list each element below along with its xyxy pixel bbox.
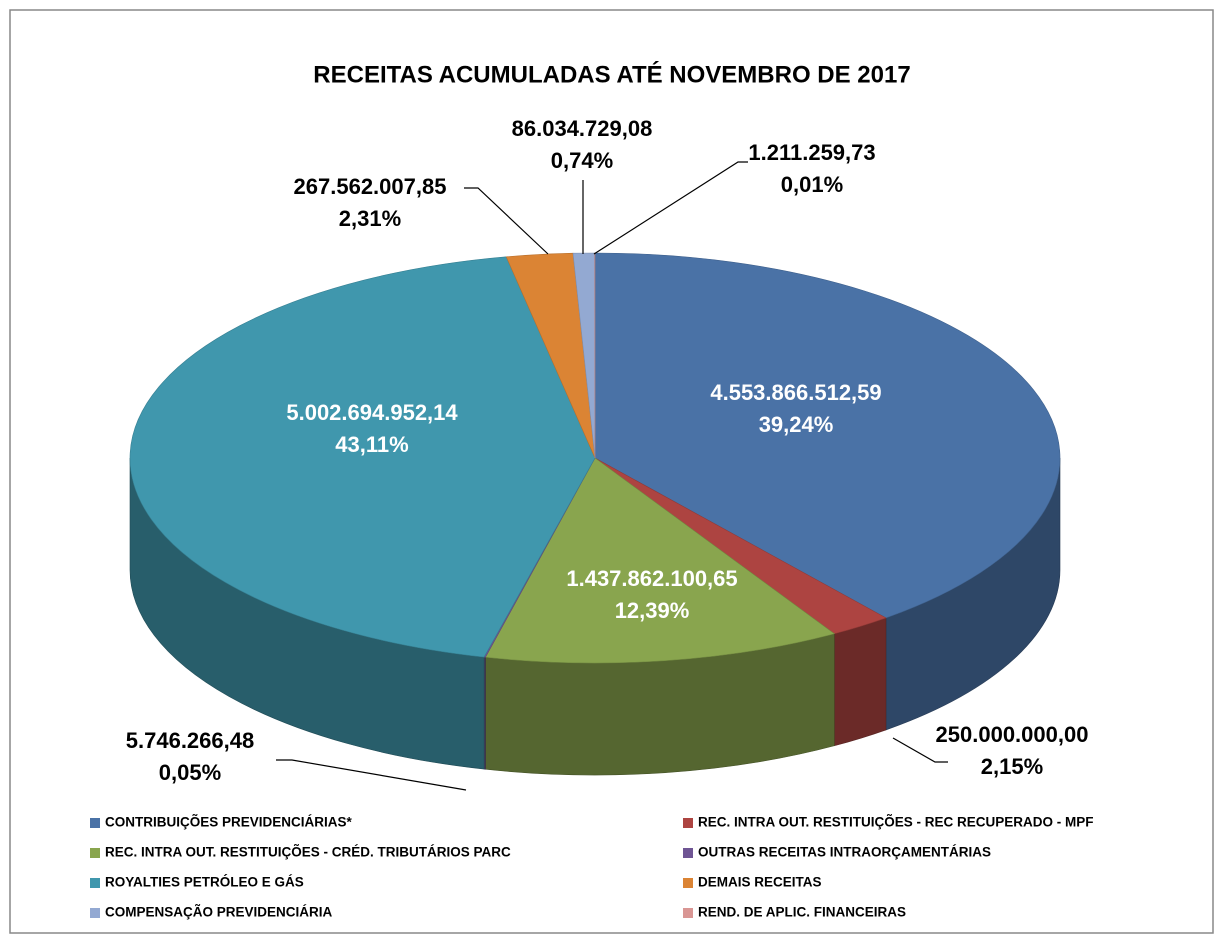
data-label: 1.211.259,73: [748, 140, 875, 165]
legend-label: REND. DE APLIC. FINANCEIRAS: [698, 905, 906, 920]
percent-label: 12,39%: [615, 598, 690, 623]
legend-swatch: [90, 818, 100, 828]
leader-line: [593, 161, 748, 255]
legend-swatch: [683, 818, 693, 828]
legend-label: COMPENSAÇÃO PREVIDENCIÁRIA: [105, 905, 333, 920]
legend-swatch: [90, 848, 100, 858]
data-label: 4.553.866.512,59: [710, 380, 881, 405]
percent-label: 0,05%: [159, 760, 221, 785]
percent-label: 0,01%: [781, 172, 843, 197]
percent-label: 0,74%: [551, 148, 613, 173]
slice-side: [834, 617, 887, 747]
legend-label: ROYALTIES PETRÓLEO E GÁS: [105, 875, 304, 890]
data-label: 5.746.266,48: [126, 728, 254, 753]
leader-line: [892, 737, 948, 763]
data-label: 267.562.007,85: [294, 174, 447, 199]
data-label: 250.000.000,00: [936, 722, 1089, 747]
data-label: 86.034.729,08: [512, 116, 653, 141]
legend-swatch: [683, 848, 693, 858]
slice: [129, 256, 596, 658]
legend-label: DEMAIS RECEITAS: [698, 875, 822, 890]
legend-label: OUTRAS RECEITAS INTRAORÇAMENTÁRIAS: [698, 845, 991, 860]
percent-label: 39,24%: [759, 412, 834, 437]
legend-swatch: [683, 878, 693, 888]
data-label: 1.437.862.100,65: [566, 566, 737, 591]
legend-swatch: [90, 908, 100, 918]
percent-label: 2,31%: [339, 206, 401, 231]
leader-line: [276, 759, 467, 791]
slice: [484, 457, 836, 664]
data-label: 5.002.694.952,14: [286, 400, 458, 425]
legend-label: CONTRIBUIÇÕES PREVIDENCIÁRIAS*: [105, 815, 353, 830]
legend-label: REC. INTRA OUT. RESTITUIÇÕES - CRÉD. TRI…: [105, 845, 511, 860]
legend-swatch: [683, 908, 693, 918]
percent-label: 43,11%: [335, 432, 408, 457]
legend-label: REC. INTRA OUT. RESTITUIÇÕES - REC RECUP…: [698, 815, 1094, 830]
chart-title: RECEITAS ACUMULADAS ATÉ NOVEMBRO DE 2017: [313, 60, 910, 88]
percent-label: 2,15%: [981, 754, 1043, 779]
leader-line: [464, 187, 549, 255]
legend-swatch: [90, 878, 100, 888]
slice: [594, 252, 1061, 619]
